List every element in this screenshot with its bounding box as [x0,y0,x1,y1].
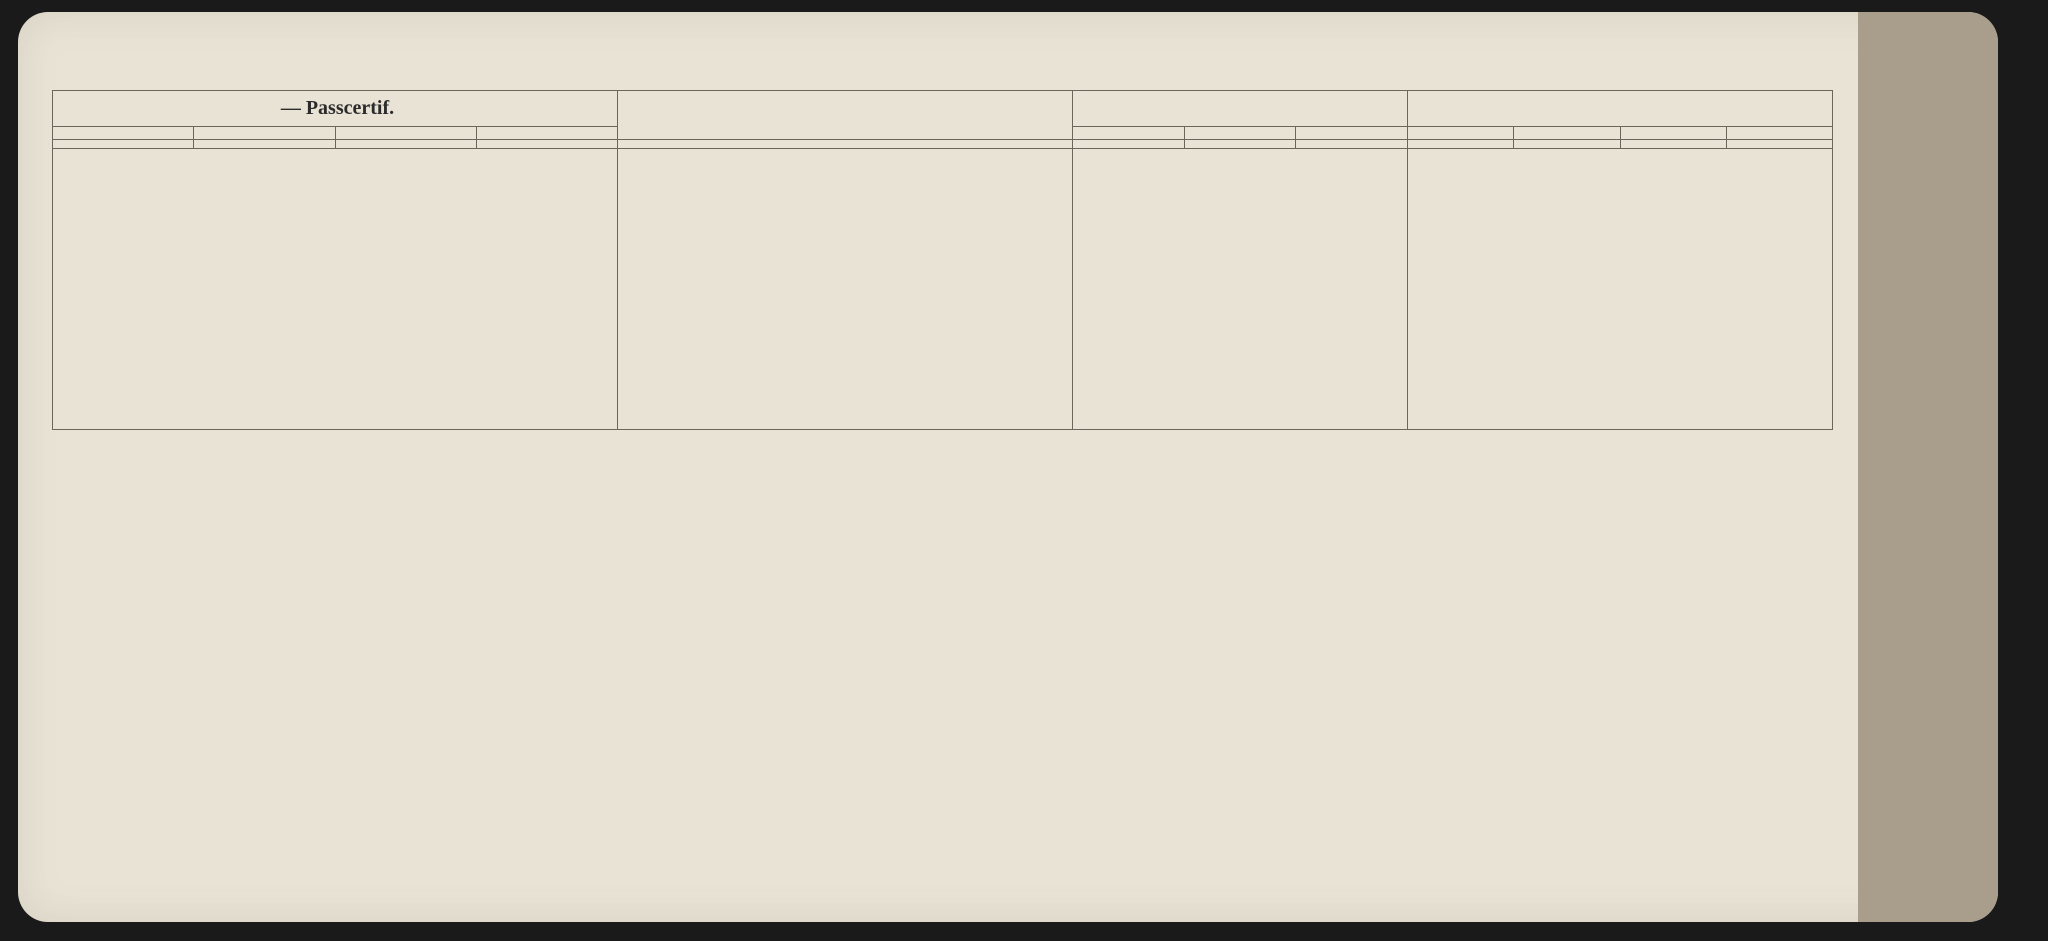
radio-utf-1 [1408,140,1514,149]
page-content: — Passcertif. [52,22,1842,912]
pass-forf-2 [476,140,617,149]
bem-cell [1073,149,1408,430]
header-forf [1296,127,1408,140]
header-utf [1620,127,1726,140]
header-forf [1514,127,1620,140]
radio-forf-2 [1726,140,1832,149]
header-passcertif: — Passcertif. [53,91,618,127]
radio-utf-2 [1620,140,1726,149]
laste-inst [1073,140,1185,149]
title-row [52,22,1842,90]
header-forf [476,127,617,140]
header-forf [194,127,335,140]
body-row [53,140,1833,149]
header-laste [1073,91,1408,127]
pass-forf-1 [194,140,335,149]
binder-strip [1858,12,1998,922]
rute-overflow [618,149,1073,430]
radio-overflow [1408,149,1833,430]
header-utf [1408,127,1514,140]
certificate-table: — Passcertif. [52,90,1833,430]
header-forf [1726,127,1832,140]
pass-overflow [53,149,618,430]
header-rute [618,91,1073,140]
laste-forf [1296,140,1408,149]
pass-utf-1 [53,140,194,149]
header-radio [1408,91,1833,127]
bem-row [53,149,1833,430]
bem-value [1073,153,1407,161]
pass-utf-2 [335,140,476,149]
radio-forf-1 [1514,140,1620,149]
header-row-1: — Passcertif. [53,91,1833,127]
header-utf [335,127,476,140]
header-inst [1073,127,1185,140]
record-card: — Passcertif. [18,12,1998,922]
rute-cell [618,140,1073,149]
header-utf [1184,127,1296,140]
header-utf [53,127,194,140]
laste-utf [1184,140,1296,149]
